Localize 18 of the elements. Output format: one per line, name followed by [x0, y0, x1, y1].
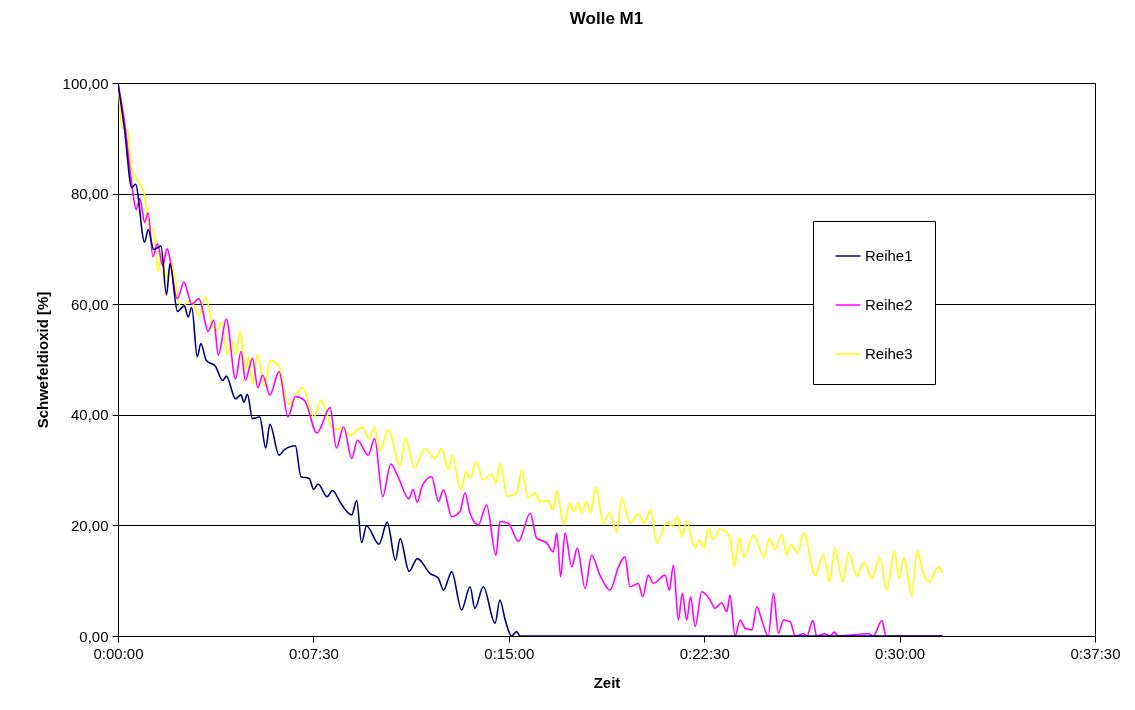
- x-tick-label: 0:00:00: [93, 644, 144, 662]
- x-axis-title: Zeit: [593, 673, 621, 691]
- legend-label: Reihe1: [865, 247, 913, 264]
- y-tick-label: 100,00: [62, 74, 109, 92]
- chart-title: Wolle M1: [569, 9, 644, 28]
- y-tick-label: 60,00: [70, 295, 109, 313]
- y-tick-label: 80,00: [70, 185, 109, 203]
- x-tick-label: 0:15:00: [484, 644, 535, 662]
- x-tick-label: 0:30:00: [875, 644, 926, 662]
- x-tick-label: 0:07:30: [288, 644, 339, 662]
- x-tick-label: 0:37:30: [1070, 644, 1121, 662]
- legend-label: Reihe3: [865, 345, 913, 362]
- y-tick-label: 0,00: [79, 627, 109, 645]
- y-axis-title: Schwefeldioxid [%]: [33, 291, 51, 429]
- legend-label: Reihe2: [865, 296, 913, 313]
- x-tick-label: 0:22:30: [679, 644, 730, 662]
- y-tick-label: 20,00: [70, 516, 109, 534]
- y-tick-label: 40,00: [70, 406, 109, 424]
